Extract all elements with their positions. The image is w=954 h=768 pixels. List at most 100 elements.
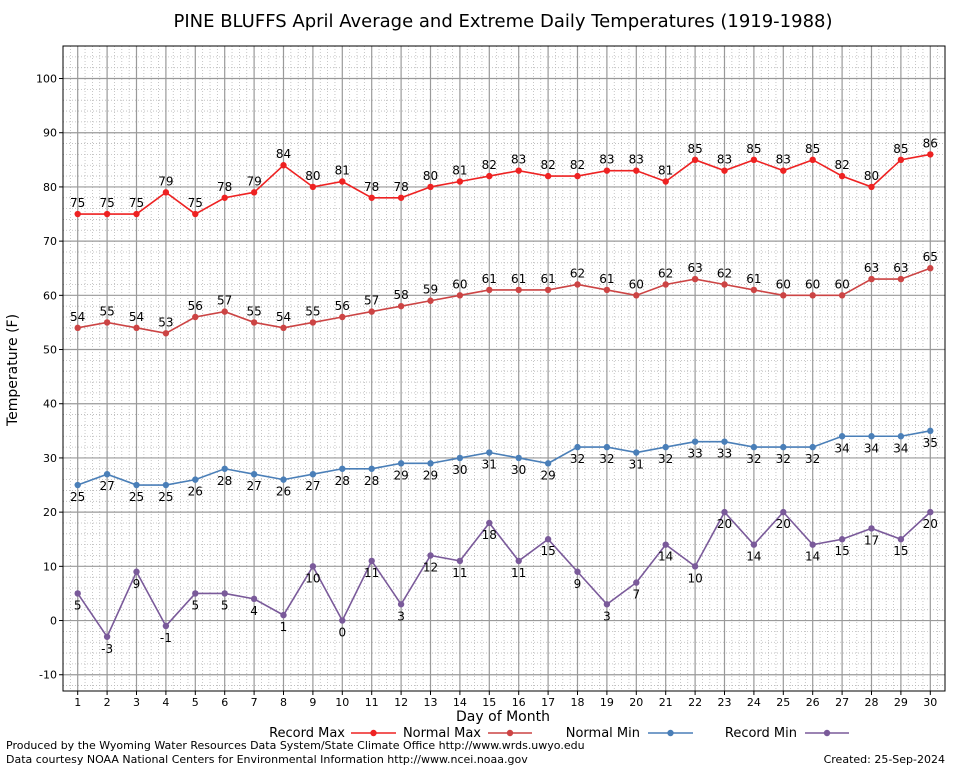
x-tick-label: 20 xyxy=(629,696,643,709)
data-point-normal-max xyxy=(280,324,287,332)
data-label-normal-max: 59 xyxy=(423,283,438,297)
data-point-record-min xyxy=(280,611,287,619)
x-tick-label: 27 xyxy=(835,696,849,709)
y-tick-label: 10 xyxy=(43,560,57,573)
data-label-record-max: 80 xyxy=(423,169,438,183)
data-label-normal-max: 57 xyxy=(217,294,232,308)
data-label-record-min: 5 xyxy=(74,598,82,612)
data-label-record-max: 78 xyxy=(217,180,232,194)
data-label-record-max: 83 xyxy=(776,153,791,167)
x-tick-label: 30 xyxy=(923,696,937,709)
data-point-record-max xyxy=(427,183,434,191)
data-label-normal-max: 62 xyxy=(570,266,585,280)
data-label-record-max: 78 xyxy=(364,180,379,194)
data-point-normal-max xyxy=(544,286,552,294)
data-label-normal-max: 61 xyxy=(599,272,614,286)
data-point-normal-max xyxy=(750,286,758,294)
data-point-record-max xyxy=(633,167,640,174)
data-label-normal-min: 28 xyxy=(364,474,379,488)
data-label-normal-min: 32 xyxy=(805,452,820,466)
data-label-normal-min: 32 xyxy=(658,452,673,466)
x-tick-label: 22 xyxy=(688,696,702,709)
data-label-record-min: 7 xyxy=(632,588,640,602)
data-point-normal-max xyxy=(574,281,581,288)
data-point-record-min xyxy=(515,557,522,565)
data-point-normal-max xyxy=(192,313,199,321)
data-point-record-max xyxy=(927,151,934,158)
data-label-record-max: 75 xyxy=(188,196,203,210)
data-label-normal-max: 58 xyxy=(393,288,408,302)
series-line-record-max xyxy=(77,153,931,215)
data-point-record-max xyxy=(368,194,375,201)
data-label-normal-min: 29 xyxy=(540,468,555,482)
data-point-normal-max xyxy=(868,275,875,283)
legend-label-normal-min: Normal Min xyxy=(566,726,640,741)
data-point-record-min xyxy=(427,552,434,559)
data-label-record-min: 5 xyxy=(191,598,199,612)
legend-label-normal-max: Normal Max xyxy=(403,726,481,741)
data-point-record-min xyxy=(838,536,846,543)
data-label-record-min: 11 xyxy=(452,566,467,580)
data-point-normal-min xyxy=(309,470,317,478)
data-point-normal-min xyxy=(780,443,787,451)
data-label-record-max: 83 xyxy=(511,153,526,167)
data-point-record-max xyxy=(868,183,875,191)
series-line-normal-min xyxy=(77,430,931,486)
data-label-record-max: 80 xyxy=(864,169,879,183)
y-tick-label: 30 xyxy=(43,452,57,465)
data-point-record-max xyxy=(192,210,199,218)
data-label-record-min: 1 xyxy=(280,620,288,634)
data-point-normal-min xyxy=(633,449,640,456)
y-tick-label: 50 xyxy=(43,344,57,357)
y-tick-label: 90 xyxy=(43,127,57,140)
data-label-normal-min: 32 xyxy=(776,452,791,466)
legend-marker-normal-max xyxy=(506,729,514,737)
data-point-normal-max xyxy=(221,308,228,315)
footer-data-courtesy: Data courtesy NOAA National Centers for … xyxy=(6,753,528,766)
y-axis-label: Temperature (F) xyxy=(5,314,21,427)
data-point-record-min xyxy=(309,563,317,570)
data-label-normal-max: 60 xyxy=(629,277,644,291)
data-label-normal-max: 56 xyxy=(188,299,203,313)
data-label-normal-max: 63 xyxy=(687,261,702,275)
x-tick-label: 8 xyxy=(280,696,287,709)
series-line-normal-max xyxy=(77,267,931,335)
x-tick-label: 7 xyxy=(251,696,258,709)
data-point-record-min xyxy=(603,601,611,608)
data-point-normal-max xyxy=(456,292,464,299)
x-tick-label: 26 xyxy=(806,696,820,709)
data-point-normal-min xyxy=(221,465,228,472)
data-label-normal-max: 62 xyxy=(658,266,673,280)
data-label-normal-min: 33 xyxy=(717,447,732,461)
data-point-record-max xyxy=(691,156,699,164)
data-point-normal-max xyxy=(780,292,787,299)
x-tick-label: 10 xyxy=(335,696,349,709)
data-label-normal-min: 26 xyxy=(276,485,291,499)
data-point-record-max xyxy=(280,162,287,169)
data-label-normal-max: 61 xyxy=(511,272,526,286)
data-label-normal-max: 63 xyxy=(893,261,908,275)
data-label-normal-max: 61 xyxy=(540,272,555,286)
x-tick-label: 14 xyxy=(453,696,467,709)
data-label-record-max: 81 xyxy=(335,164,350,178)
data-label-normal-max: 55 xyxy=(305,304,320,318)
data-label-normal-min: 33 xyxy=(687,447,702,461)
x-tick-label: 5 xyxy=(192,696,199,709)
legend-marker-record-min xyxy=(823,729,831,737)
legend-item-record-max: Record Max xyxy=(269,726,396,741)
data-point-normal-min xyxy=(280,476,287,483)
data-label-normal-min: 34 xyxy=(864,441,879,455)
data-label-normal-max: 56 xyxy=(335,299,350,313)
series-line-record-min xyxy=(77,510,931,639)
data-point-normal-min xyxy=(133,481,140,489)
data-label-normal-min: 28 xyxy=(217,474,232,488)
data-point-normal-max xyxy=(427,297,434,304)
data-label-record-min: 18 xyxy=(482,528,497,542)
data-label-normal-max: 60 xyxy=(805,277,820,291)
data-label-normal-max: 55 xyxy=(246,304,261,318)
data-point-record-min xyxy=(486,519,493,527)
data-point-record-max xyxy=(603,167,611,174)
data-label-normal-min: 28 xyxy=(335,474,350,488)
data-label-record-max: 81 xyxy=(658,164,673,178)
